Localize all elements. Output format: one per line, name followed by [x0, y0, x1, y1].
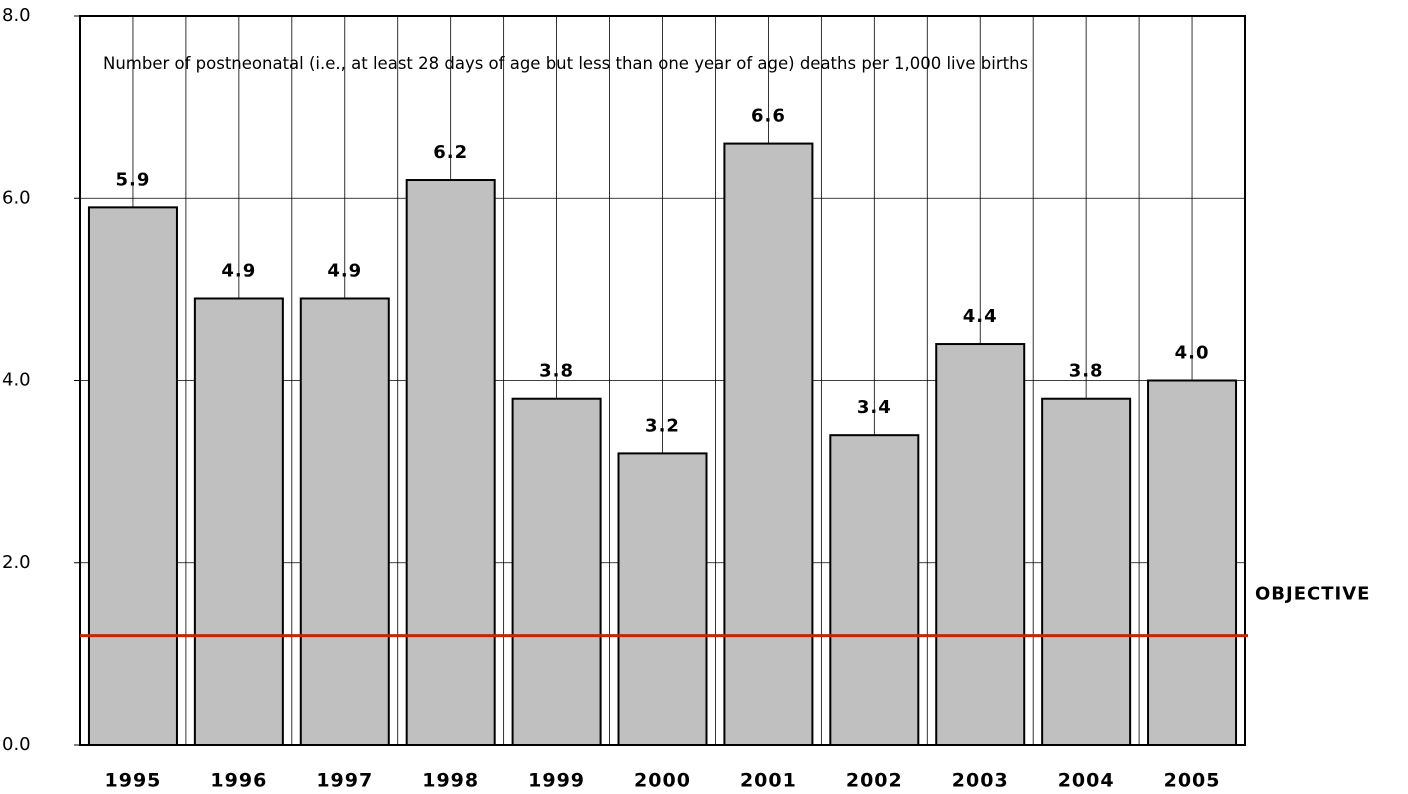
value-label: 3.4: [857, 397, 892, 418]
y-tick-label: 8.0: [2, 5, 31, 26]
x-tick-label: 1998: [422, 770, 479, 792]
value-label: 4.9: [327, 260, 362, 281]
bar: [193, 297, 284, 746]
x-tick-label: 2003: [952, 770, 1009, 792]
value-label: 6.2: [433, 142, 468, 163]
value-label: 3.8: [539, 361, 574, 382]
y-tick-label: 4.0: [2, 370, 31, 391]
y-tick-label: 2.0: [2, 552, 31, 573]
x-tick-label: 2000: [634, 770, 691, 792]
value-label: 4.9: [221, 260, 256, 281]
bar: [299, 297, 390, 746]
x-tick-label: 2004: [1058, 770, 1115, 792]
y-tick-label: 0.0: [2, 734, 31, 755]
objective-label: OBJECTIVE: [1255, 584, 1370, 605]
x-tick-label: 1996: [210, 770, 267, 792]
bar: [1041, 397, 1132, 746]
value-label: 6.6: [751, 106, 786, 127]
annotation: Number of postneonatal (i.e., at least 2…: [103, 54, 1029, 73]
x-tick-label: 1999: [528, 770, 585, 792]
x-tick-label: 2005: [1164, 770, 1221, 792]
bar: [1147, 379, 1238, 746]
x-tick-label: 1997: [316, 770, 373, 792]
x-tick-label: 2001: [740, 770, 797, 792]
x-tick-label: 2002: [846, 770, 903, 792]
y-tick-label: 6.0: [2, 187, 31, 208]
value-label: 4.0: [1175, 343, 1210, 364]
plot-frame: [79, 15, 1246, 746]
bar: [87, 206, 178, 747]
bar: [511, 397, 602, 746]
value-label: 4.4: [963, 306, 998, 327]
bar: [935, 343, 1026, 746]
value-label: 3.2: [645, 415, 680, 436]
bar: [617, 452, 708, 746]
value-label: 3.8: [1069, 361, 1104, 382]
bar: [723, 142, 814, 746]
value-label: 5.9: [116, 169, 151, 190]
x-tick-label: 1995: [105, 770, 162, 792]
bar: [829, 434, 920, 746]
bar: [405, 179, 496, 746]
